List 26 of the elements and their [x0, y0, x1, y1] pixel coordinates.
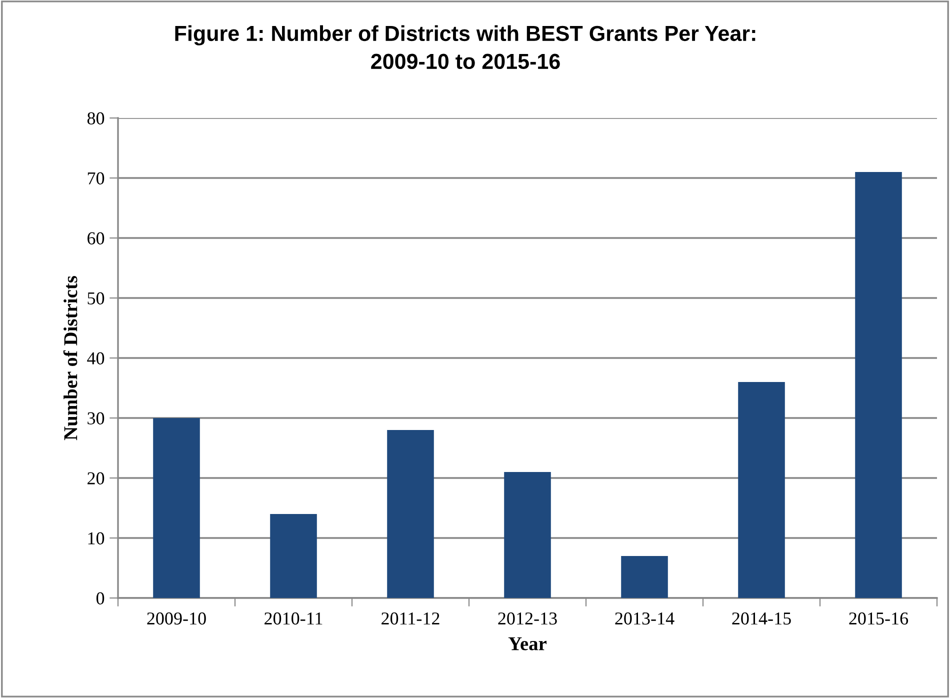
x-tick-label: 2010-11 — [264, 612, 322, 625]
y-axis-title: Number of Districts — [63, 276, 78, 440]
bar — [504, 472, 551, 598]
y-tick-label: 40 — [87, 352, 104, 364]
x-axis-title: Year — [508, 637, 547, 650]
y-tick-label: 70 — [88, 172, 104, 184]
y-tick-label: 10 — [88, 532, 104, 544]
x-tick-label: 2014-15 — [732, 612, 791, 625]
y-tick-label: 50 — [88, 292, 104, 304]
x-tick-label: 2013-14 — [615, 612, 674, 625]
y-tick-label: 60 — [88, 232, 104, 244]
bar — [153, 418, 200, 598]
x-tick-label: 2012-13 — [498, 612, 557, 625]
bar — [387, 430, 434, 598]
chart-title: Figure 1: Number of Districts with BEST Grants Per Year: 2009-10 to 2015-16 — [175, 25, 756, 70]
bar — [621, 556, 668, 598]
x-tick-label: 2011-12 — [382, 612, 440, 625]
bar — [270, 514, 317, 598]
x-tick-label: 2015-16 — [849, 612, 908, 625]
bar — [855, 172, 902, 598]
y-tick-label: 80 — [87, 112, 104, 124]
y-tick-label: 20 — [88, 472, 104, 484]
x-tick-label: 2009-10 — [147, 612, 206, 625]
y-tick-label: 30 — [88, 412, 104, 424]
y-tick-label: 0 — [96, 592, 104, 604]
bar — [738, 382, 785, 598]
